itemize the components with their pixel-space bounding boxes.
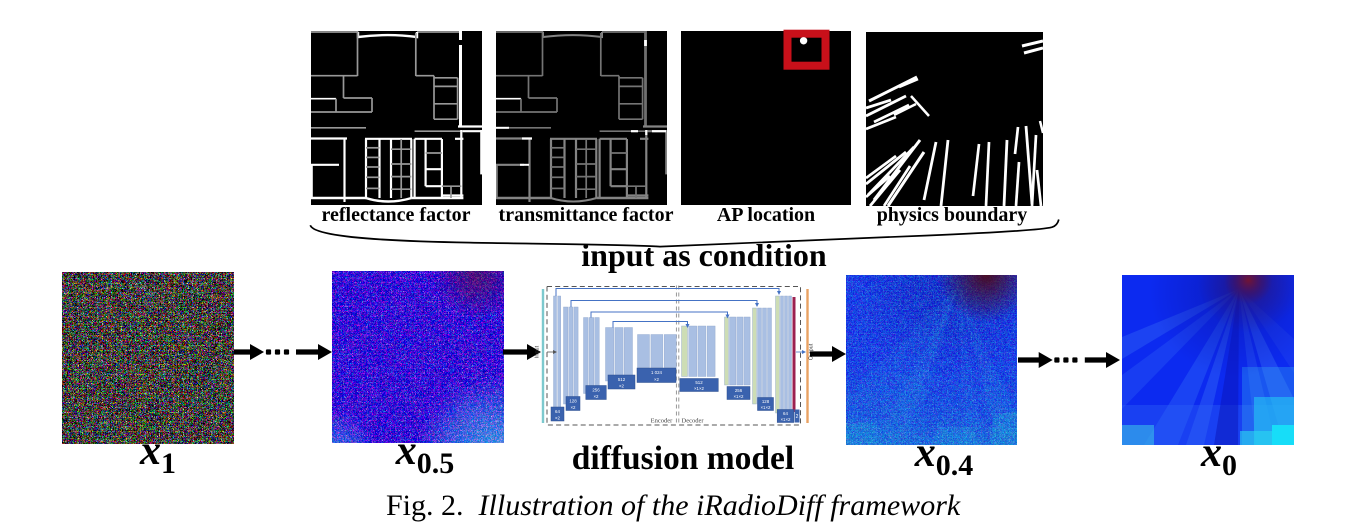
- svg-text:Encoder: Encoder: [651, 418, 673, 425]
- svg-text:Decoder: Decoder: [682, 418, 705, 425]
- svg-text:256: 256: [592, 388, 600, 393]
- svg-text:×1×2: ×1×2: [760, 405, 771, 410]
- svg-text:×2: ×2: [593, 394, 599, 399]
- svg-text:2: 2: [796, 414, 799, 420]
- svg-text:Input: Input: [535, 345, 541, 358]
- svg-text:128: 128: [569, 399, 577, 404]
- svg-text:64: 64: [783, 411, 788, 416]
- svg-text:×2: ×2: [570, 405, 576, 410]
- svg-text:×1×2: ×1×2: [694, 386, 705, 391]
- svg-text:64: 64: [555, 409, 560, 414]
- svg-text:256: 256: [735, 388, 743, 393]
- svg-text:×2: ×2: [555, 416, 561, 421]
- svg-text:1 024: 1 024: [651, 370, 663, 375]
- svg-text:×2: ×2: [619, 384, 625, 389]
- svg-text:×2: ×2: [654, 377, 660, 382]
- svg-text:512: 512: [695, 380, 703, 385]
- svg-text:×1×2: ×1×2: [780, 417, 791, 422]
- svg-text:512: 512: [618, 377, 626, 382]
- svg-text:128: 128: [762, 399, 770, 404]
- svg-text:×1×2: ×1×2: [733, 394, 744, 399]
